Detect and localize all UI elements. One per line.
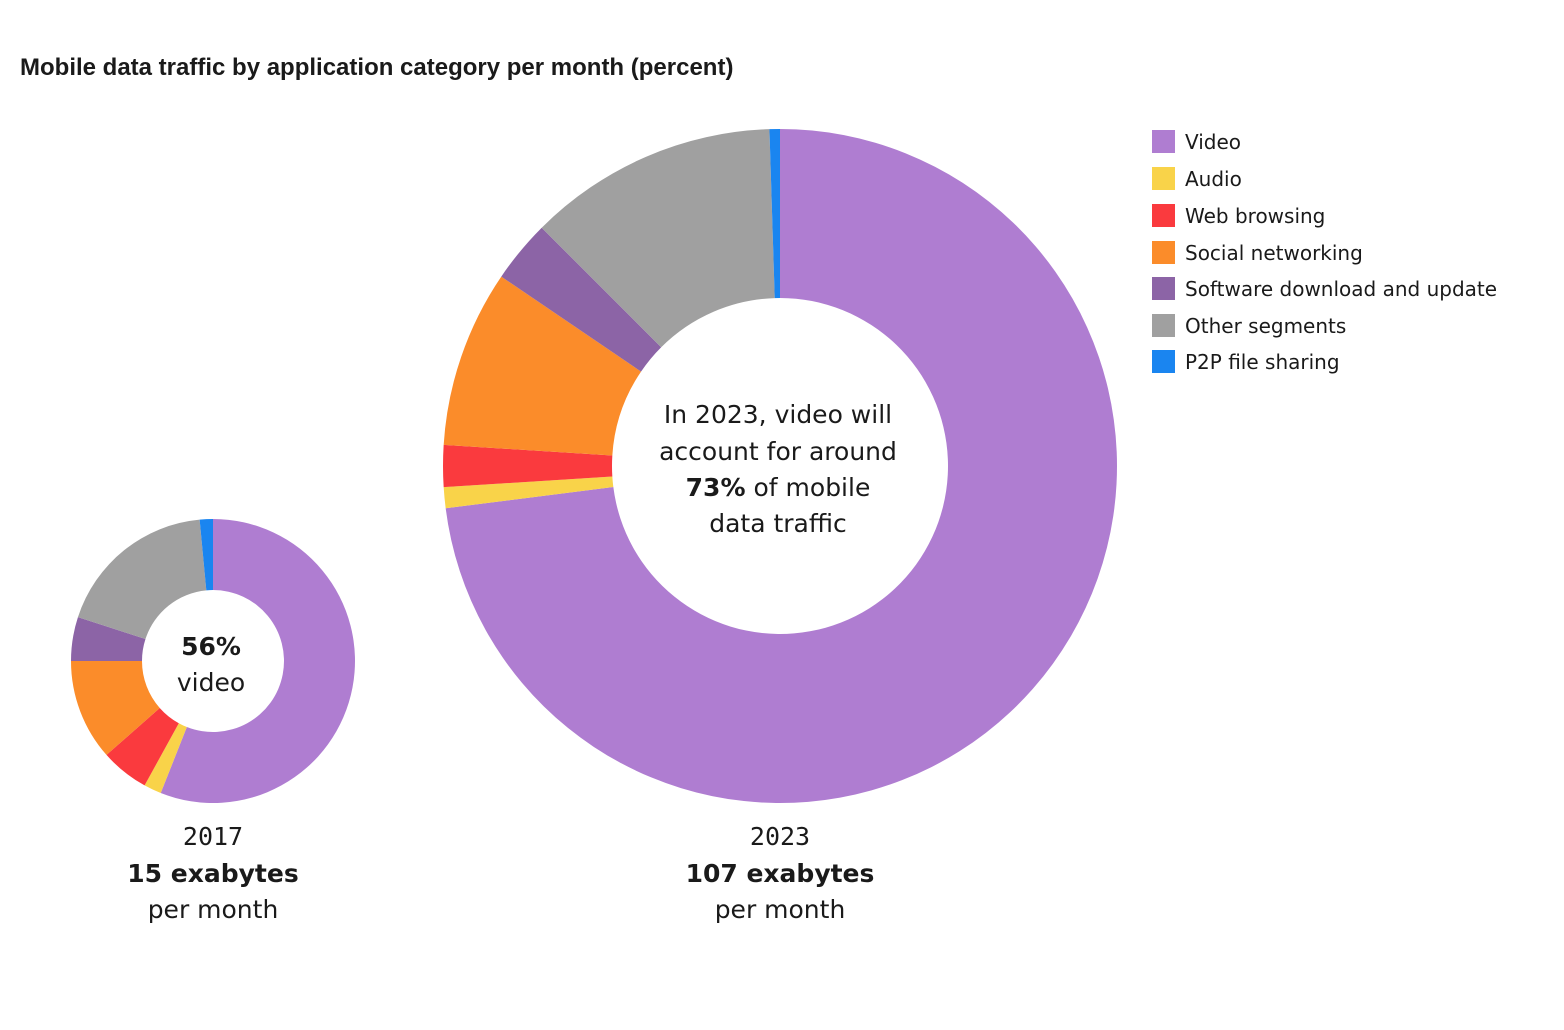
center-value-2017: 56% — [181, 632, 241, 661]
year-label-2017: 2017 — [183, 822, 243, 851]
legend-swatch-software-download — [1152, 277, 1175, 300]
legend-swatch-audio — [1152, 167, 1175, 190]
legend-item-software-download: Software download and update — [1152, 277, 1497, 301]
legend-swatch-video — [1152, 130, 1175, 153]
legend-item-video: Video — [1152, 130, 1241, 154]
chart-title: Mobile data traffic by application categ… — [20, 54, 733, 81]
legend-label-other-segments: Other segments — [1185, 314, 1346, 338]
slice-2017-video — [160, 519, 356, 803]
total-label-2017: 15 exabytes — [127, 859, 298, 888]
total-label-2023: 107 exabytes — [686, 859, 875, 888]
slice-2023-web-browsing — [442, 444, 613, 488]
total-note-2017: per month — [148, 895, 279, 924]
slice-2023-video — [445, 129, 1117, 803]
legend-item-social-networking: Social networking — [1152, 241, 1363, 265]
legend-item-audio: Audio — [1152, 167, 1242, 191]
legend: Video Audio Web browsing Social networki… — [1152, 130, 1497, 374]
slice-2017-audio — [144, 723, 187, 794]
slice-2017-other-segments — [77, 519, 207, 640]
caption-2023: 2023 107 exabytes per month — [686, 822, 875, 924]
slice-2023-social-networking — [443, 276, 642, 456]
legend-label-p2p-file-sharing: P2P file sharing — [1185, 350, 1340, 374]
legend-label-software-download: Software download and update — [1185, 277, 1497, 301]
legend-swatch-web-browsing — [1152, 204, 1175, 227]
year-label-2023: 2023 — [750, 822, 810, 851]
center-value-2023: 73% — [686, 473, 746, 502]
legend-swatch-social-networking — [1152, 241, 1175, 264]
slice-2023-software-download-and-update — [501, 227, 662, 372]
legend-label-web-browsing: Web browsing — [1185, 204, 1325, 228]
legend-label-social-networking: Social networking — [1185, 241, 1363, 265]
legend-swatch-other-segments — [1152, 314, 1175, 337]
caption-2017: 2017 15 exabytes per month — [127, 822, 298, 924]
slice-2017-web-browsing — [106, 707, 179, 786]
legend-swatch-p2p-file-sharing — [1152, 350, 1175, 373]
center-line-2-2023: account for around — [659, 437, 897, 466]
slice-2017-software-download-and-update — [71, 617, 146, 661]
total-note-2023: per month — [715, 895, 846, 924]
slice-2017-p2p-file-sharing — [199, 519, 213, 591]
slice-2017-social-networking — [71, 661, 160, 755]
donut-2017-center-label: 56% video — [177, 632, 245, 697]
legend-item-p2p-file-sharing: P2P file sharing — [1152, 350, 1340, 374]
slice-2023-other-segments — [541, 129, 775, 348]
center-value-suffix-2023: of mobile — [754, 473, 871, 502]
donut-2023-center-annotation: In 2023, video will account for around 7… — [659, 400, 897, 538]
slice-2023-p2p-file-sharing — [769, 129, 780, 299]
legend-label-audio: Audio — [1185, 167, 1242, 191]
donut-2017 — [71, 519, 356, 803]
center-line-4-2023: data traffic — [709, 509, 847, 538]
legend-label-video: Video — [1185, 130, 1241, 154]
legend-item-web-browsing: Web browsing — [1152, 204, 1325, 228]
center-label-2017: video — [177, 668, 245, 697]
legend-item-other-segments: Other segments — [1152, 314, 1346, 338]
donut-2023 — [442, 129, 1117, 803]
center-line-1-2023: In 2023, video will — [664, 400, 892, 429]
slice-2023-audio — [443, 476, 614, 509]
center-line-3-2023: 73% of mobile — [686, 473, 871, 502]
